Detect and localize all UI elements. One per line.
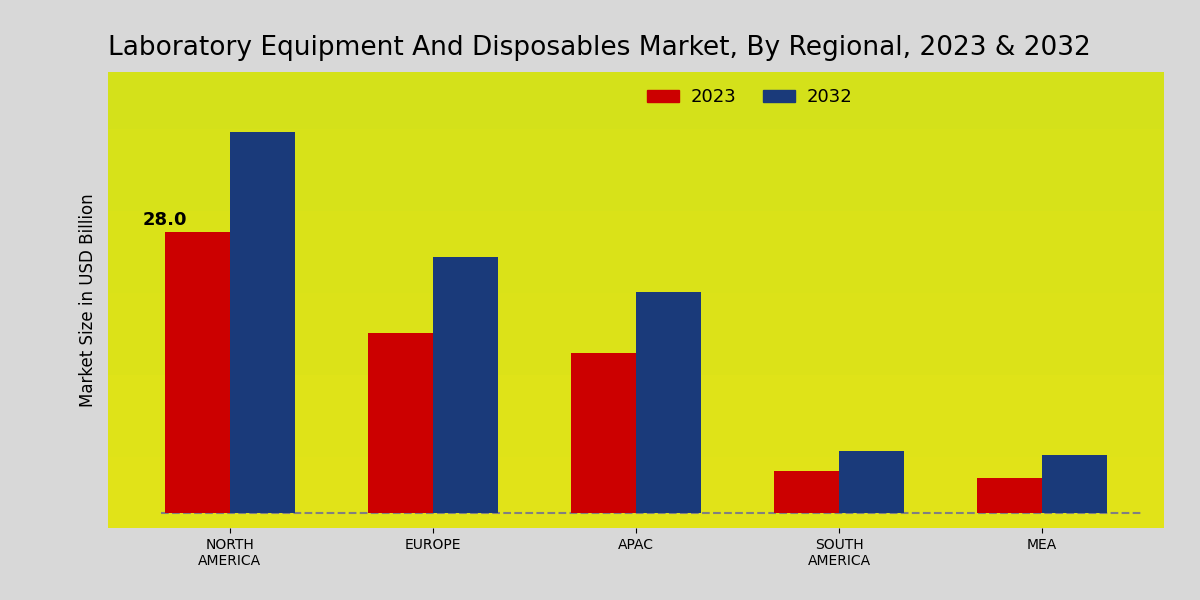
- Bar: [839, 451, 904, 513]
- Y-axis label: Market Size in USD Billion: Market Size in USD Billion: [79, 193, 97, 407]
- Bar: [368, 332, 433, 513]
- Text: 28.0: 28.0: [143, 211, 187, 229]
- Bar: [433, 257, 498, 513]
- Bar: [1042, 455, 1108, 513]
- Legend: 2023, 2032: 2023, 2032: [640, 81, 859, 113]
- Bar: [774, 471, 839, 513]
- Bar: [977, 478, 1042, 513]
- Text: Laboratory Equipment And Disposables Market, By Regional, 2023 & 2032: Laboratory Equipment And Disposables Mar…: [108, 35, 1091, 61]
- Bar: [636, 292, 701, 513]
- Bar: [164, 232, 230, 513]
- Bar: [230, 132, 295, 513]
- Bar: [571, 353, 636, 513]
